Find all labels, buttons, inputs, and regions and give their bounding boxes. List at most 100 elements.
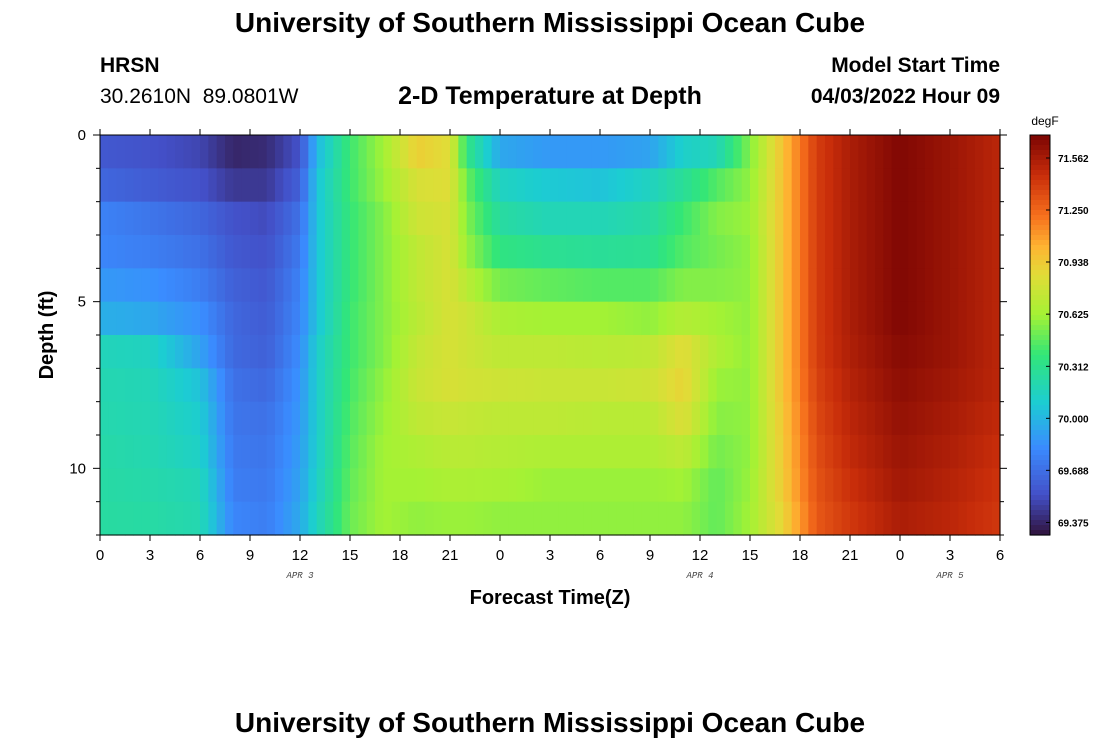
heatmap-cell — [833, 501, 843, 536]
colorbar-swatch — [1030, 430, 1050, 436]
heatmap-cell — [641, 335, 651, 369]
heatmap-cell — [341, 201, 351, 236]
heatmap-cell — [858, 201, 868, 236]
heatmap-cell — [275, 335, 284, 369]
heatmap-cell — [875, 468, 884, 503]
heatmap-cell — [633, 468, 643, 503]
heatmap-cell — [950, 201, 959, 236]
heatmap-cell — [125, 501, 134, 536]
heatmap-cell — [475, 435, 484, 469]
heatmap-cell — [666, 435, 676, 469]
heatmap-cell — [116, 435, 126, 469]
heatmap-cell — [616, 401, 626, 436]
heatmap-cell — [666, 268, 676, 303]
heatmap-cell — [933, 435, 943, 469]
heatmap-cell — [550, 501, 559, 536]
heatmap-cell — [900, 168, 909, 203]
heatmap-cell — [800, 368, 809, 403]
heatmap-cell — [808, 468, 818, 503]
heatmap-cell — [566, 201, 576, 236]
heatmap-cell — [150, 201, 159, 236]
heatmap-cell — [116, 301, 126, 336]
heatmap-cell — [408, 335, 418, 369]
heatmap-cell — [725, 135, 734, 169]
heatmap-cell — [191, 235, 201, 269]
heatmap-cell — [633, 135, 643, 169]
heatmap-cell — [466, 435, 476, 469]
heatmap-cell — [191, 435, 201, 469]
heatmap-cell — [225, 168, 234, 203]
heatmap-cell — [841, 335, 851, 369]
heatmap-cell — [650, 168, 659, 203]
heatmap-cell — [566, 168, 576, 203]
heatmap-cell — [625, 335, 634, 369]
heatmap-cell — [625, 201, 634, 236]
heatmap-cell — [258, 135, 268, 169]
heatmap-cell — [466, 235, 476, 269]
heatmap-cell — [608, 268, 618, 303]
heatmap-cell — [516, 501, 526, 536]
heatmap-cell — [441, 335, 451, 369]
heatmap-cell — [508, 435, 518, 469]
heatmap-cell — [400, 501, 409, 536]
heatmap-cell — [141, 135, 151, 169]
heatmap-cell — [675, 301, 684, 336]
heatmap-cell — [241, 501, 251, 536]
heatmap-cell — [500, 135, 509, 169]
heatmap-cell — [208, 201, 218, 236]
heatmap-cell — [525, 368, 534, 403]
heatmap-cell — [250, 501, 259, 536]
heatmap-cell — [758, 135, 768, 169]
colorbar-swatch — [1030, 180, 1050, 186]
heatmap-cell — [258, 301, 268, 336]
heatmap-cell — [450, 301, 459, 336]
heatmap-cell — [341, 135, 351, 169]
heatmap-cell — [283, 435, 293, 469]
x-axis-title: Forecast Time(Z) — [470, 587, 631, 609]
heatmap-cell — [283, 468, 293, 503]
heatmap-cell — [741, 268, 751, 303]
heatmap-cell — [291, 368, 301, 403]
heatmap-cell — [391, 201, 401, 236]
heatmap-cell — [616, 201, 626, 236]
heatmap-cell — [575, 335, 584, 369]
heatmap-cell — [366, 268, 376, 303]
heatmap-cell — [725, 301, 734, 336]
heatmap-cell — [975, 201, 984, 236]
heatmap-cell — [358, 135, 368, 169]
heatmap-cell — [900, 235, 909, 269]
heatmap-cell — [433, 201, 443, 236]
heatmap-cell — [750, 135, 759, 169]
heatmap-cell — [258, 435, 268, 469]
heatmap-cell — [658, 335, 668, 369]
heatmap-cell — [125, 368, 134, 403]
heatmap-cell — [758, 368, 768, 403]
heatmap-cell — [716, 501, 726, 536]
x-tick-label: 18 — [792, 547, 809, 564]
heatmap-cell — [200, 468, 209, 503]
heatmap-cell — [383, 201, 393, 236]
heatmap-cell — [591, 501, 601, 536]
heatmap-cell — [550, 335, 559, 369]
heatmap-cell — [300, 468, 309, 503]
heatmap-cell — [325, 268, 334, 303]
heatmap-cell — [233, 368, 243, 403]
heatmap-cell — [633, 368, 643, 403]
heatmap-cell — [200, 401, 209, 436]
heatmap-cell — [691, 301, 701, 336]
heatmap-cell — [966, 368, 976, 403]
colorbar-swatch — [1030, 435, 1050, 441]
heatmap-cell — [850, 135, 859, 169]
heatmap-cell — [550, 468, 559, 503]
heatmap-cell — [825, 268, 834, 303]
heatmap-cell — [408, 468, 418, 503]
heatmap-cell — [900, 468, 909, 503]
colorbar-label: 69.375 — [1058, 519, 1089, 530]
heatmap-cell — [741, 201, 751, 236]
heatmap-cell — [800, 268, 809, 303]
heatmap-cell — [325, 301, 334, 336]
heatmap-cell — [108, 435, 118, 469]
heatmap-cell — [158, 401, 168, 436]
heatmap-cell — [141, 501, 151, 536]
heatmap-cell — [641, 268, 651, 303]
